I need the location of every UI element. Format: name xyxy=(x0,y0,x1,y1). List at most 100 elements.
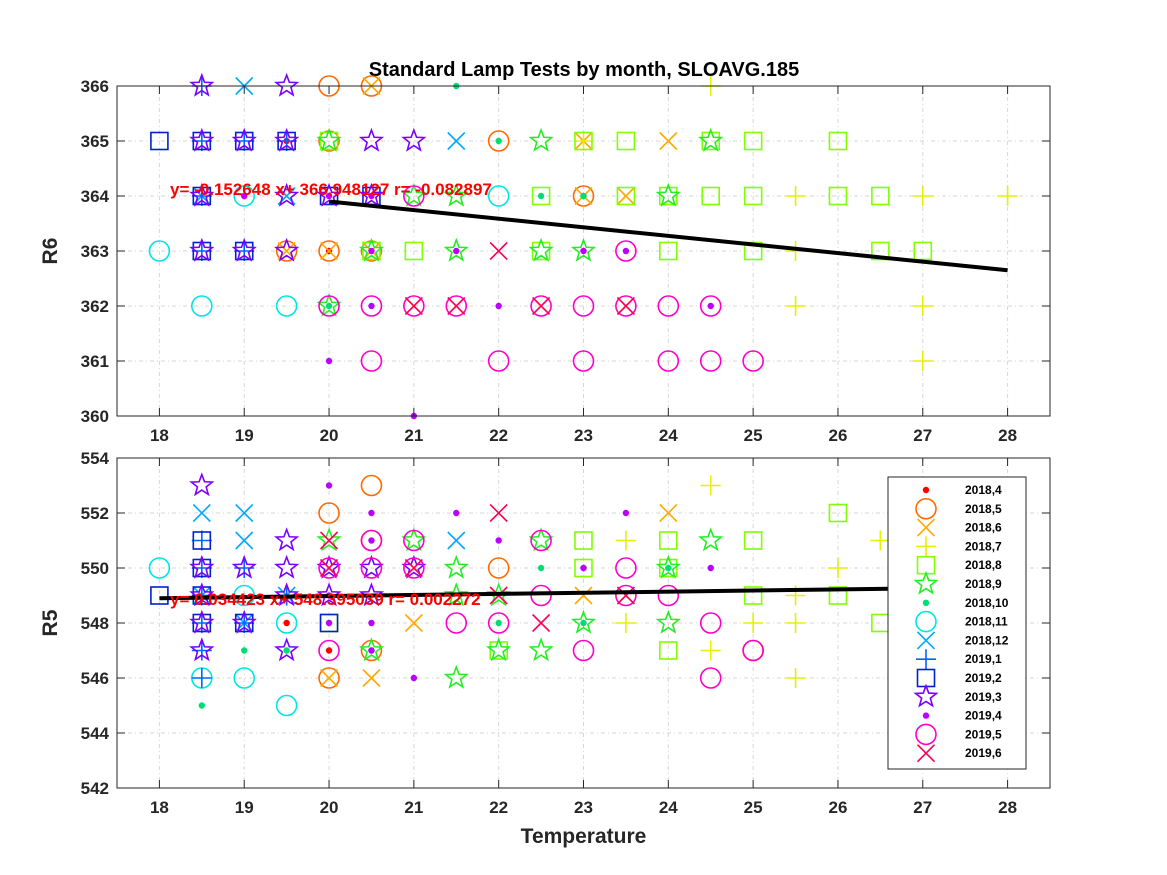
data-point xyxy=(319,186,339,206)
data-point xyxy=(319,558,339,578)
data-point xyxy=(241,647,248,654)
data-point xyxy=(532,613,551,633)
legend-marker xyxy=(922,712,930,719)
fit-equation: y= 0.034423 x+ 548.395039 r= 0.002272 xyxy=(170,590,481,609)
y-tick-label: 363 xyxy=(81,242,109,261)
data-point xyxy=(912,186,933,206)
data-point xyxy=(700,475,721,496)
legend-marker xyxy=(916,536,936,557)
legend: 2018,4 2018,5 2018,6 2018,7 2018,8 2018,9 2018… xyxy=(887,476,1027,770)
y-tick-label: 552 xyxy=(81,504,109,523)
y-axis-label: R5 xyxy=(39,609,62,636)
data-point xyxy=(530,584,552,607)
legend-box xyxy=(887,476,1027,770)
data-point xyxy=(531,241,551,261)
data-point xyxy=(234,131,254,151)
data-point xyxy=(997,186,1018,206)
data-point xyxy=(616,131,636,151)
data-point xyxy=(192,131,212,151)
data-point xyxy=(699,612,722,634)
data-point xyxy=(189,182,215,207)
legend-entry: 2019,6 xyxy=(916,744,1002,763)
y-tick-label: 364 xyxy=(81,187,110,206)
data-point xyxy=(283,647,290,654)
data-point xyxy=(742,350,764,372)
legend-entry: 2019,4 xyxy=(922,709,1002,723)
legend-entry: 2018,6 xyxy=(916,518,1002,537)
data-point xyxy=(316,554,342,579)
data-point xyxy=(574,558,593,578)
data-point xyxy=(615,530,636,551)
data-point xyxy=(241,192,248,200)
legend-entry: 2019,1 xyxy=(916,649,1002,670)
data-point xyxy=(319,241,339,261)
data-point xyxy=(273,182,300,207)
data-point xyxy=(615,584,637,607)
data-point xyxy=(616,186,636,206)
data-point xyxy=(368,537,375,544)
legend-marker xyxy=(916,631,936,650)
data-point xyxy=(489,641,508,660)
data-point xyxy=(404,296,423,316)
data-point xyxy=(360,529,383,552)
data-point xyxy=(231,554,257,579)
data-point xyxy=(616,586,635,605)
x-tick-label: 23 xyxy=(574,426,593,445)
data-point xyxy=(189,582,215,607)
data-point xyxy=(189,637,215,662)
y-tick-label: 554 xyxy=(81,449,110,468)
data-point xyxy=(570,237,597,262)
data-point xyxy=(443,582,469,607)
data-point xyxy=(192,186,212,206)
data-point xyxy=(573,131,594,151)
data-point xyxy=(574,586,593,605)
data-point xyxy=(699,295,722,317)
data-point xyxy=(659,131,678,151)
legend-entry: 2018,4 xyxy=(922,483,1002,497)
data-point xyxy=(325,482,333,489)
data-point xyxy=(318,667,340,689)
data-point xyxy=(528,527,554,552)
data-point xyxy=(273,127,300,152)
data-point xyxy=(495,619,502,627)
fit-equation: y= -0.152648 x+ 366.948127 r= -0.082897 xyxy=(170,180,492,199)
data-point xyxy=(273,554,300,579)
data-point xyxy=(148,557,171,579)
data-point xyxy=(319,668,339,688)
data-point xyxy=(743,613,764,633)
data-point xyxy=(368,192,375,200)
x-tick-label: 22 xyxy=(489,426,508,445)
legend-marker xyxy=(922,486,930,494)
data-point xyxy=(403,295,425,317)
data-point xyxy=(362,241,381,261)
series-2018-4 xyxy=(283,619,333,654)
data-point xyxy=(913,241,933,261)
data-point xyxy=(325,619,333,627)
data-point xyxy=(316,582,342,607)
data-point xyxy=(235,531,254,550)
data-point xyxy=(360,350,383,372)
data-point xyxy=(275,295,298,317)
series-2019-6 xyxy=(319,503,635,633)
data-point xyxy=(401,127,427,152)
data-point xyxy=(192,558,212,578)
data-point xyxy=(615,295,637,317)
chart-title: Standard Lamp Tests by month, SLOAVG.185 xyxy=(369,59,799,81)
legend-marker xyxy=(916,744,936,763)
data-point xyxy=(231,237,257,262)
data-point xyxy=(273,527,300,552)
data-point xyxy=(453,247,460,255)
x-tick-label: 24 xyxy=(659,798,678,817)
legend-label: 2019,4 xyxy=(965,709,1002,723)
data-point xyxy=(189,127,215,152)
series-2019-4 xyxy=(241,192,714,420)
data-point xyxy=(743,531,763,550)
data-point xyxy=(319,613,339,633)
ticks: 18 19 20 21 22 23 24 25 26 27 28 360 361 362 363 364 365… xyxy=(81,77,1050,445)
legend-marker xyxy=(915,497,937,520)
data-point xyxy=(570,609,597,634)
data-point xyxy=(487,612,510,634)
data-point xyxy=(707,302,714,310)
data-point xyxy=(192,586,212,605)
data-point xyxy=(358,127,385,152)
